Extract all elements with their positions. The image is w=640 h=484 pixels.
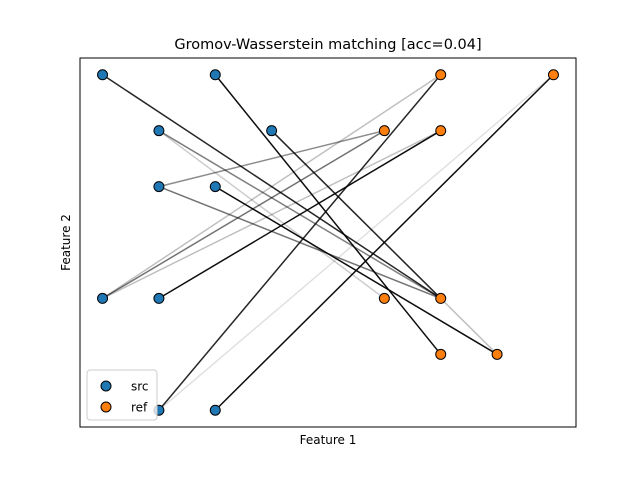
match-line-12 bbox=[158, 130, 442, 300]
ref-point-2 bbox=[378, 125, 390, 137]
ref-point-4 bbox=[378, 292, 390, 304]
plot-area bbox=[97, 69, 559, 416]
src-point-1 bbox=[209, 69, 221, 81]
ref-point-6 bbox=[435, 348, 447, 360]
axes-frame bbox=[79, 57, 577, 428]
match-line-15 bbox=[214, 74, 554, 411]
src-point-4 bbox=[153, 181, 165, 193]
src-point-3 bbox=[266, 125, 278, 137]
match-line-2 bbox=[271, 130, 442, 299]
match-line-9 bbox=[102, 74, 442, 300]
match-lines bbox=[102, 74, 554, 411]
y-axis-label: Feature 2 bbox=[59, 214, 73, 271]
ref-point-3 bbox=[435, 125, 447, 137]
legend-marker-ref bbox=[100, 401, 112, 413]
match-line-13 bbox=[158, 74, 442, 411]
legend-label-ref: ref bbox=[131, 401, 148, 415]
match-line-11 bbox=[102, 130, 442, 300]
src-point-0 bbox=[97, 69, 109, 81]
ref-point-7 bbox=[491, 348, 503, 360]
legend-label-src: src bbox=[131, 380, 149, 394]
legend-marker-src bbox=[100, 380, 112, 392]
match-line-10 bbox=[102, 130, 385, 300]
match-line-1 bbox=[214, 74, 442, 355]
src-point-9 bbox=[209, 404, 221, 416]
legend-items: src ref bbox=[100, 380, 149, 415]
ref-point-0 bbox=[435, 69, 447, 81]
match-line-6 bbox=[158, 129, 385, 188]
x-axis-label: Feature 1 bbox=[300, 433, 357, 447]
src-point-5 bbox=[209, 181, 221, 193]
src-point-7 bbox=[153, 292, 165, 304]
ref-point-1 bbox=[547, 69, 559, 81]
match-line-14 bbox=[158, 74, 554, 411]
src-point-2 bbox=[153, 125, 165, 137]
match-line-0 bbox=[102, 74, 442, 300]
ref-point-5 bbox=[435, 292, 447, 304]
src-point-6 bbox=[97, 292, 109, 304]
match-line-5 bbox=[158, 130, 385, 300]
ref-points bbox=[378, 69, 559, 360]
chart-title: Gromov-Wasserstein matching [acc=0.04] bbox=[174, 37, 481, 53]
legend: src ref bbox=[86, 369, 158, 421]
